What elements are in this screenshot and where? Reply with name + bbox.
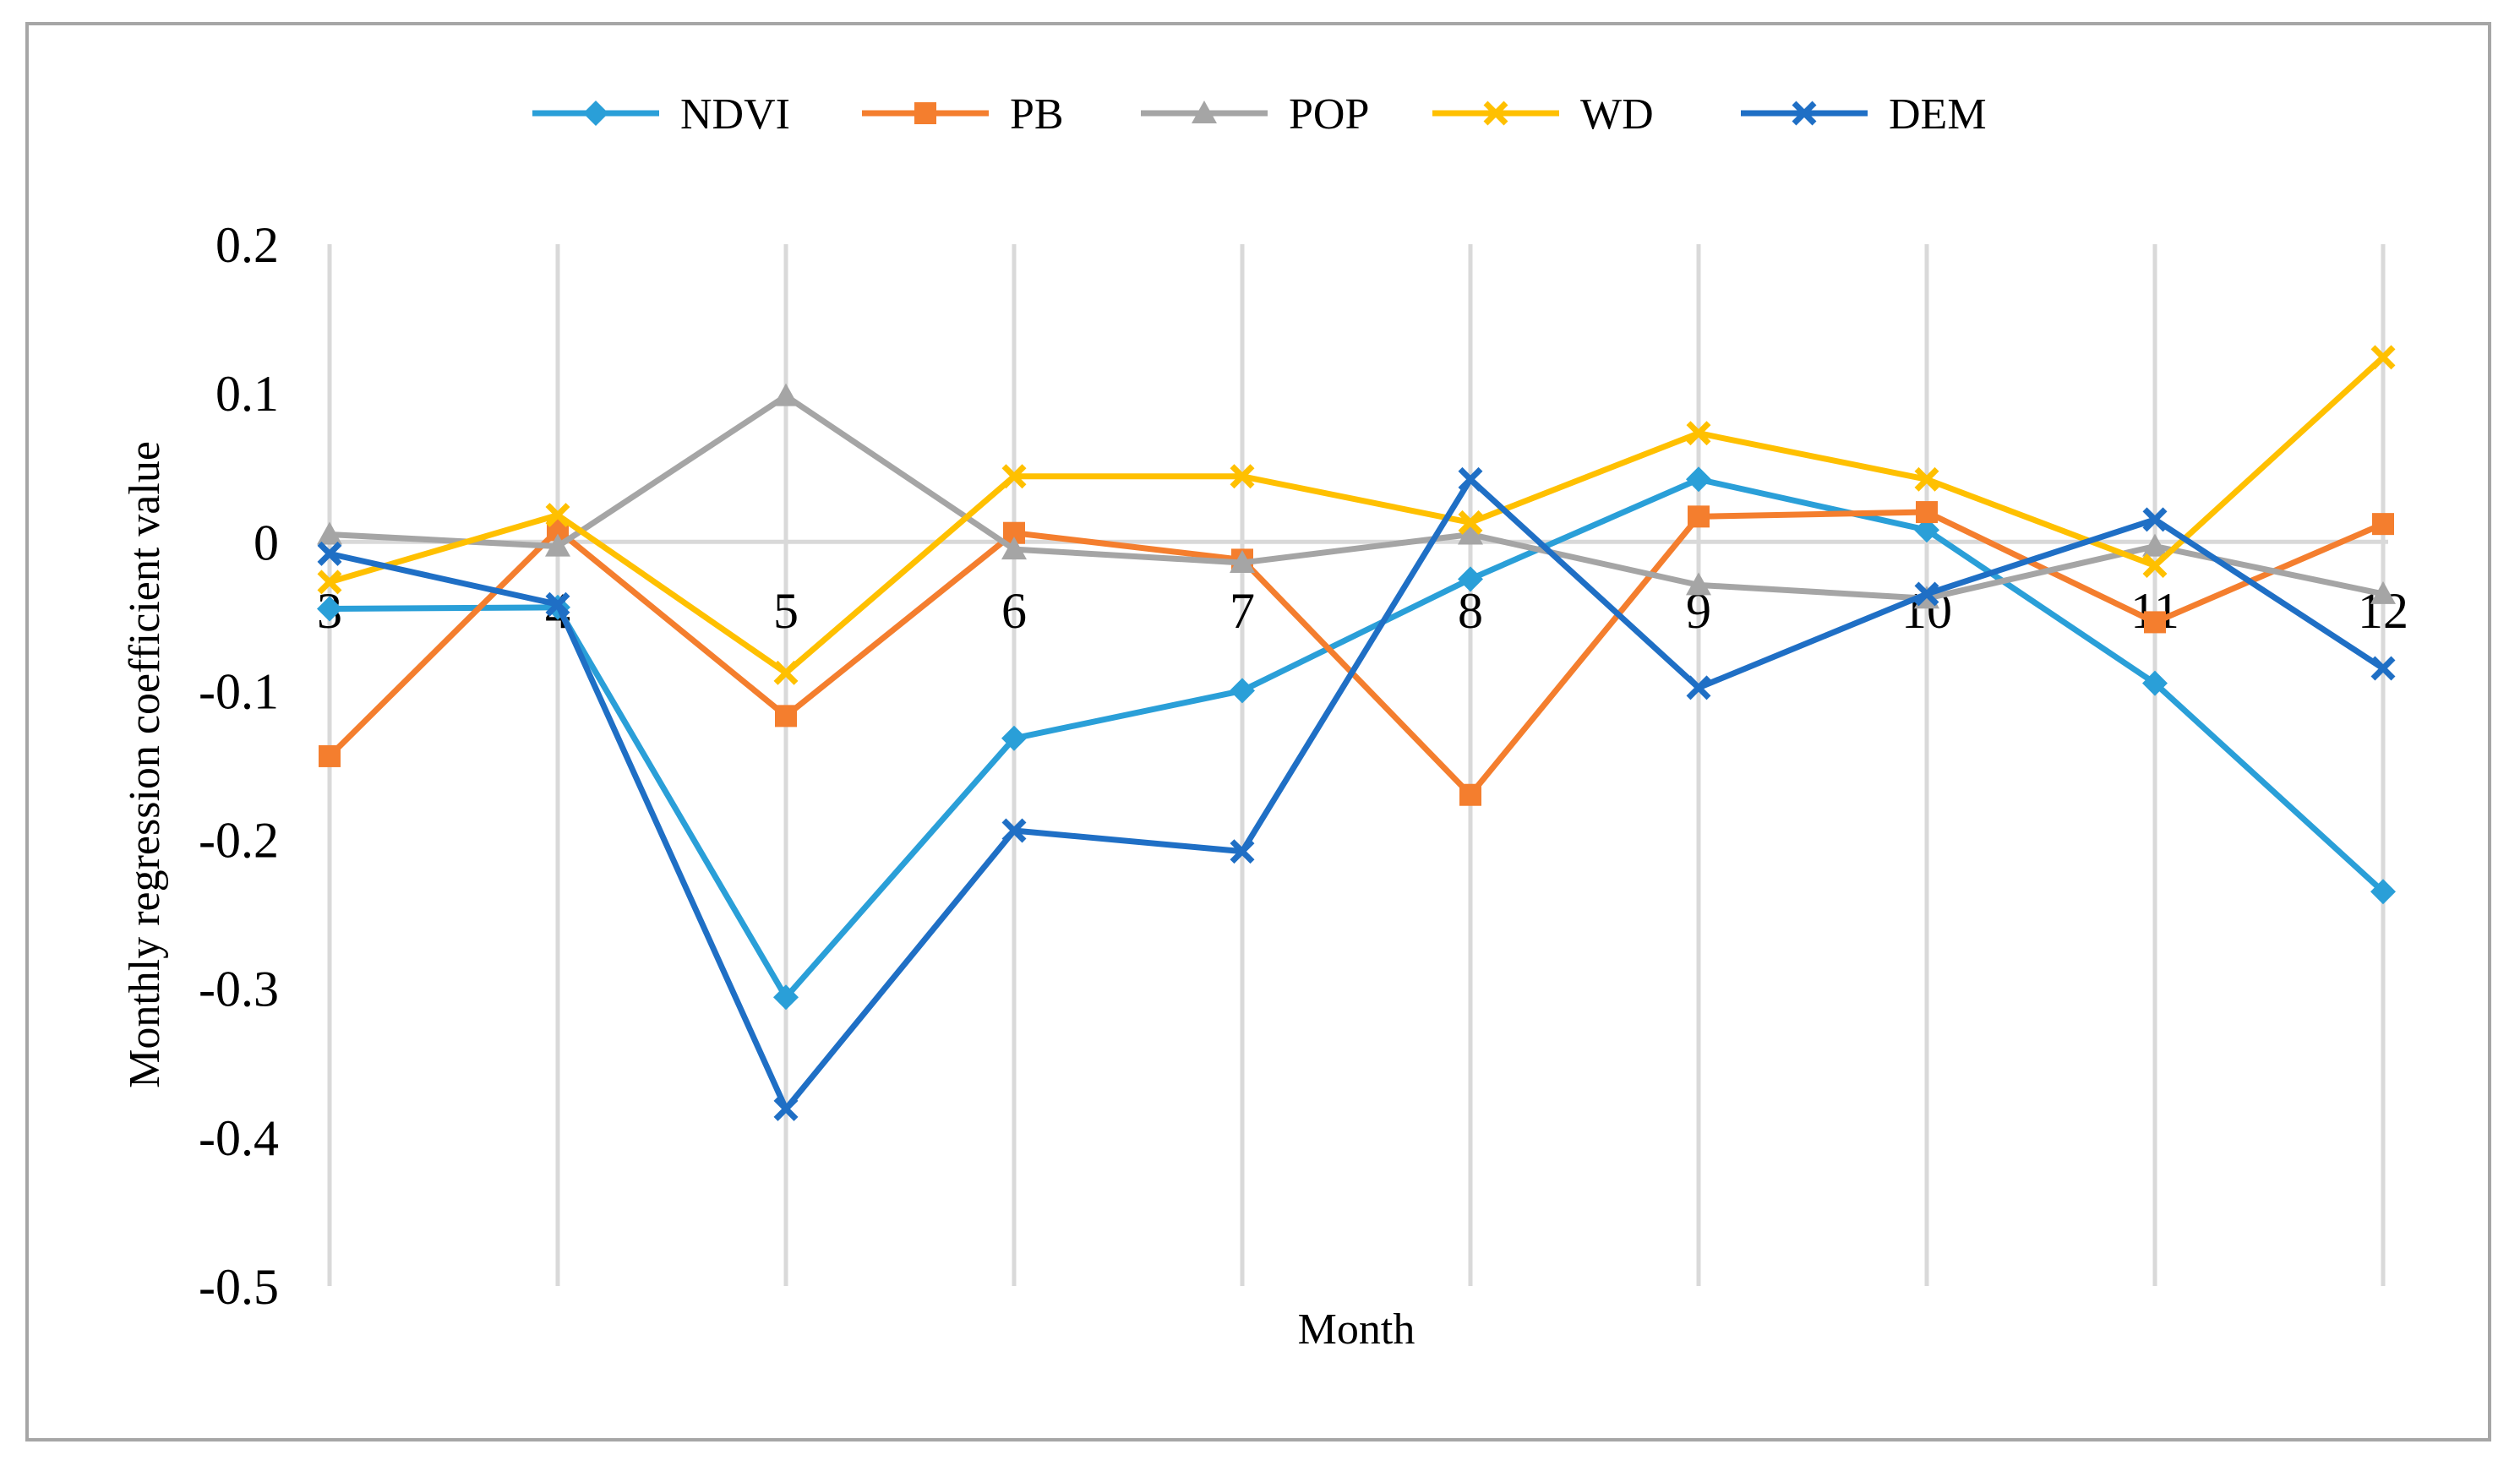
data-point-wd (2370, 345, 2396, 370)
legend-label-dem: DEM (1889, 90, 1987, 139)
legend-label-pb: PB (1010, 90, 1064, 139)
data-point-pb (1459, 783, 1481, 806)
data-point-wd (1001, 464, 1027, 489)
data-point-ndvi (773, 984, 799, 1011)
y-tick-label: 0 (254, 515, 279, 570)
data-point-pb (2144, 611, 2166, 634)
y-tick-label: -0.2 (199, 813, 279, 869)
legend-label-ndvi: NDVI (680, 90, 790, 139)
data-point-dem (773, 1096, 799, 1121)
legend-label-pop: POP (1289, 90, 1369, 139)
data-point-dem (1001, 818, 1027, 843)
legend-marker-pb (914, 102, 936, 124)
data-point-ndvi (1686, 466, 1711, 493)
legend-marker-ndvi (583, 101, 608, 126)
y-tick-label: -0.3 (199, 962, 279, 1017)
data-point-dem (1230, 839, 1255, 864)
series-line-wd (329, 355, 2386, 676)
data-point-wd (2142, 553, 2168, 578)
data-point-wd (773, 660, 799, 685)
data-point-pop (1686, 572, 1711, 596)
x-tick-label: 5 (773, 583, 799, 639)
data-point-wd (1686, 421, 1711, 446)
series-line-ndvi (329, 476, 2386, 1000)
data-point-pop (2370, 580, 2396, 604)
legend-item-wd: WD (1432, 90, 1654, 139)
legend-item-pb: PB (862, 90, 1064, 139)
y-axis-title: Monthly regression coefficient value (121, 441, 169, 1088)
legend-label-wd: WD (1580, 90, 1654, 139)
data-point-pop (773, 383, 799, 406)
data-point-ndvi (1230, 678, 1255, 704)
series-line-pb (327, 509, 2385, 798)
data-point-dem (545, 591, 570, 617)
x-tick-label: 6 (1001, 583, 1027, 639)
data-point-ndvi (2142, 670, 2168, 696)
series-line-pop (329, 393, 2384, 602)
data-point-ndvi (1458, 566, 1483, 592)
y-tick-label: -0.5 (199, 1259, 279, 1315)
data-point-wd (1914, 466, 1939, 492)
data-point-dem (2370, 656, 2396, 681)
y-tick-label: -0.1 (199, 663, 279, 719)
data-point-pop (1230, 549, 1255, 573)
legend-item-pop: POP (1141, 90, 1369, 139)
data-point-pop (1458, 521, 1483, 545)
data-point-pb (2372, 513, 2394, 536)
data-point-wd (317, 570, 342, 595)
data-point-ndvi (1914, 517, 1939, 543)
legend-item-dem: DEM (1741, 90, 1987, 139)
data-point-pb (1688, 505, 1710, 528)
x-tick-label: 7 (1230, 583, 1255, 639)
y-tick-labels: 0.2 0.1 0 -0.1 -0.2 -0.3 -0.4 -0.5 (199, 217, 279, 1315)
data-point-pb (775, 705, 797, 728)
data-point-pb (319, 744, 341, 767)
series-wd (317, 345, 2396, 685)
series-dem (317, 466, 2396, 1121)
chart-frame (25, 22, 2491, 1441)
data-point-dem (1686, 675, 1711, 700)
y-tick-label: -0.4 (199, 1110, 279, 1166)
legend: NDVI PB POP WD DEM (532, 90, 1987, 139)
data-point-ndvi (1001, 725, 1027, 751)
data-point-pop (317, 521, 342, 545)
x-axis-title: Month (1298, 1305, 1415, 1354)
grid-layer (327, 244, 2386, 1286)
data-point-ndvi (2370, 879, 2396, 905)
y-tick-label: 0.2 (215, 217, 279, 273)
legend-item-ndvi: NDVI (532, 90, 790, 139)
data-point-wd (1230, 464, 1255, 489)
series-pop (317, 383, 2396, 609)
legend-marker-pop (1192, 101, 1217, 123)
series-line-dem (329, 476, 2385, 1112)
data-point-wd (1458, 510, 1483, 535)
legend-marker-wd (1483, 101, 1508, 126)
series-layer (317, 345, 2396, 1121)
data-point-pop (1001, 537, 1027, 560)
data-point-dem (1458, 466, 1483, 492)
data-point-wd (545, 503, 570, 528)
data-point-pop (2142, 533, 2168, 557)
data-point-dem (2142, 507, 2168, 532)
data-point-pb (1916, 501, 1938, 524)
data-point-ndvi (317, 596, 342, 622)
x-tick-label: 8 (1458, 583, 1483, 639)
data-point-dem (1914, 581, 1939, 607)
legend-marker-dem (1792, 101, 1817, 126)
data-point-dem (317, 541, 342, 566)
y-tick-label: 0.1 (215, 366, 279, 422)
data-point-pop (545, 533, 570, 557)
